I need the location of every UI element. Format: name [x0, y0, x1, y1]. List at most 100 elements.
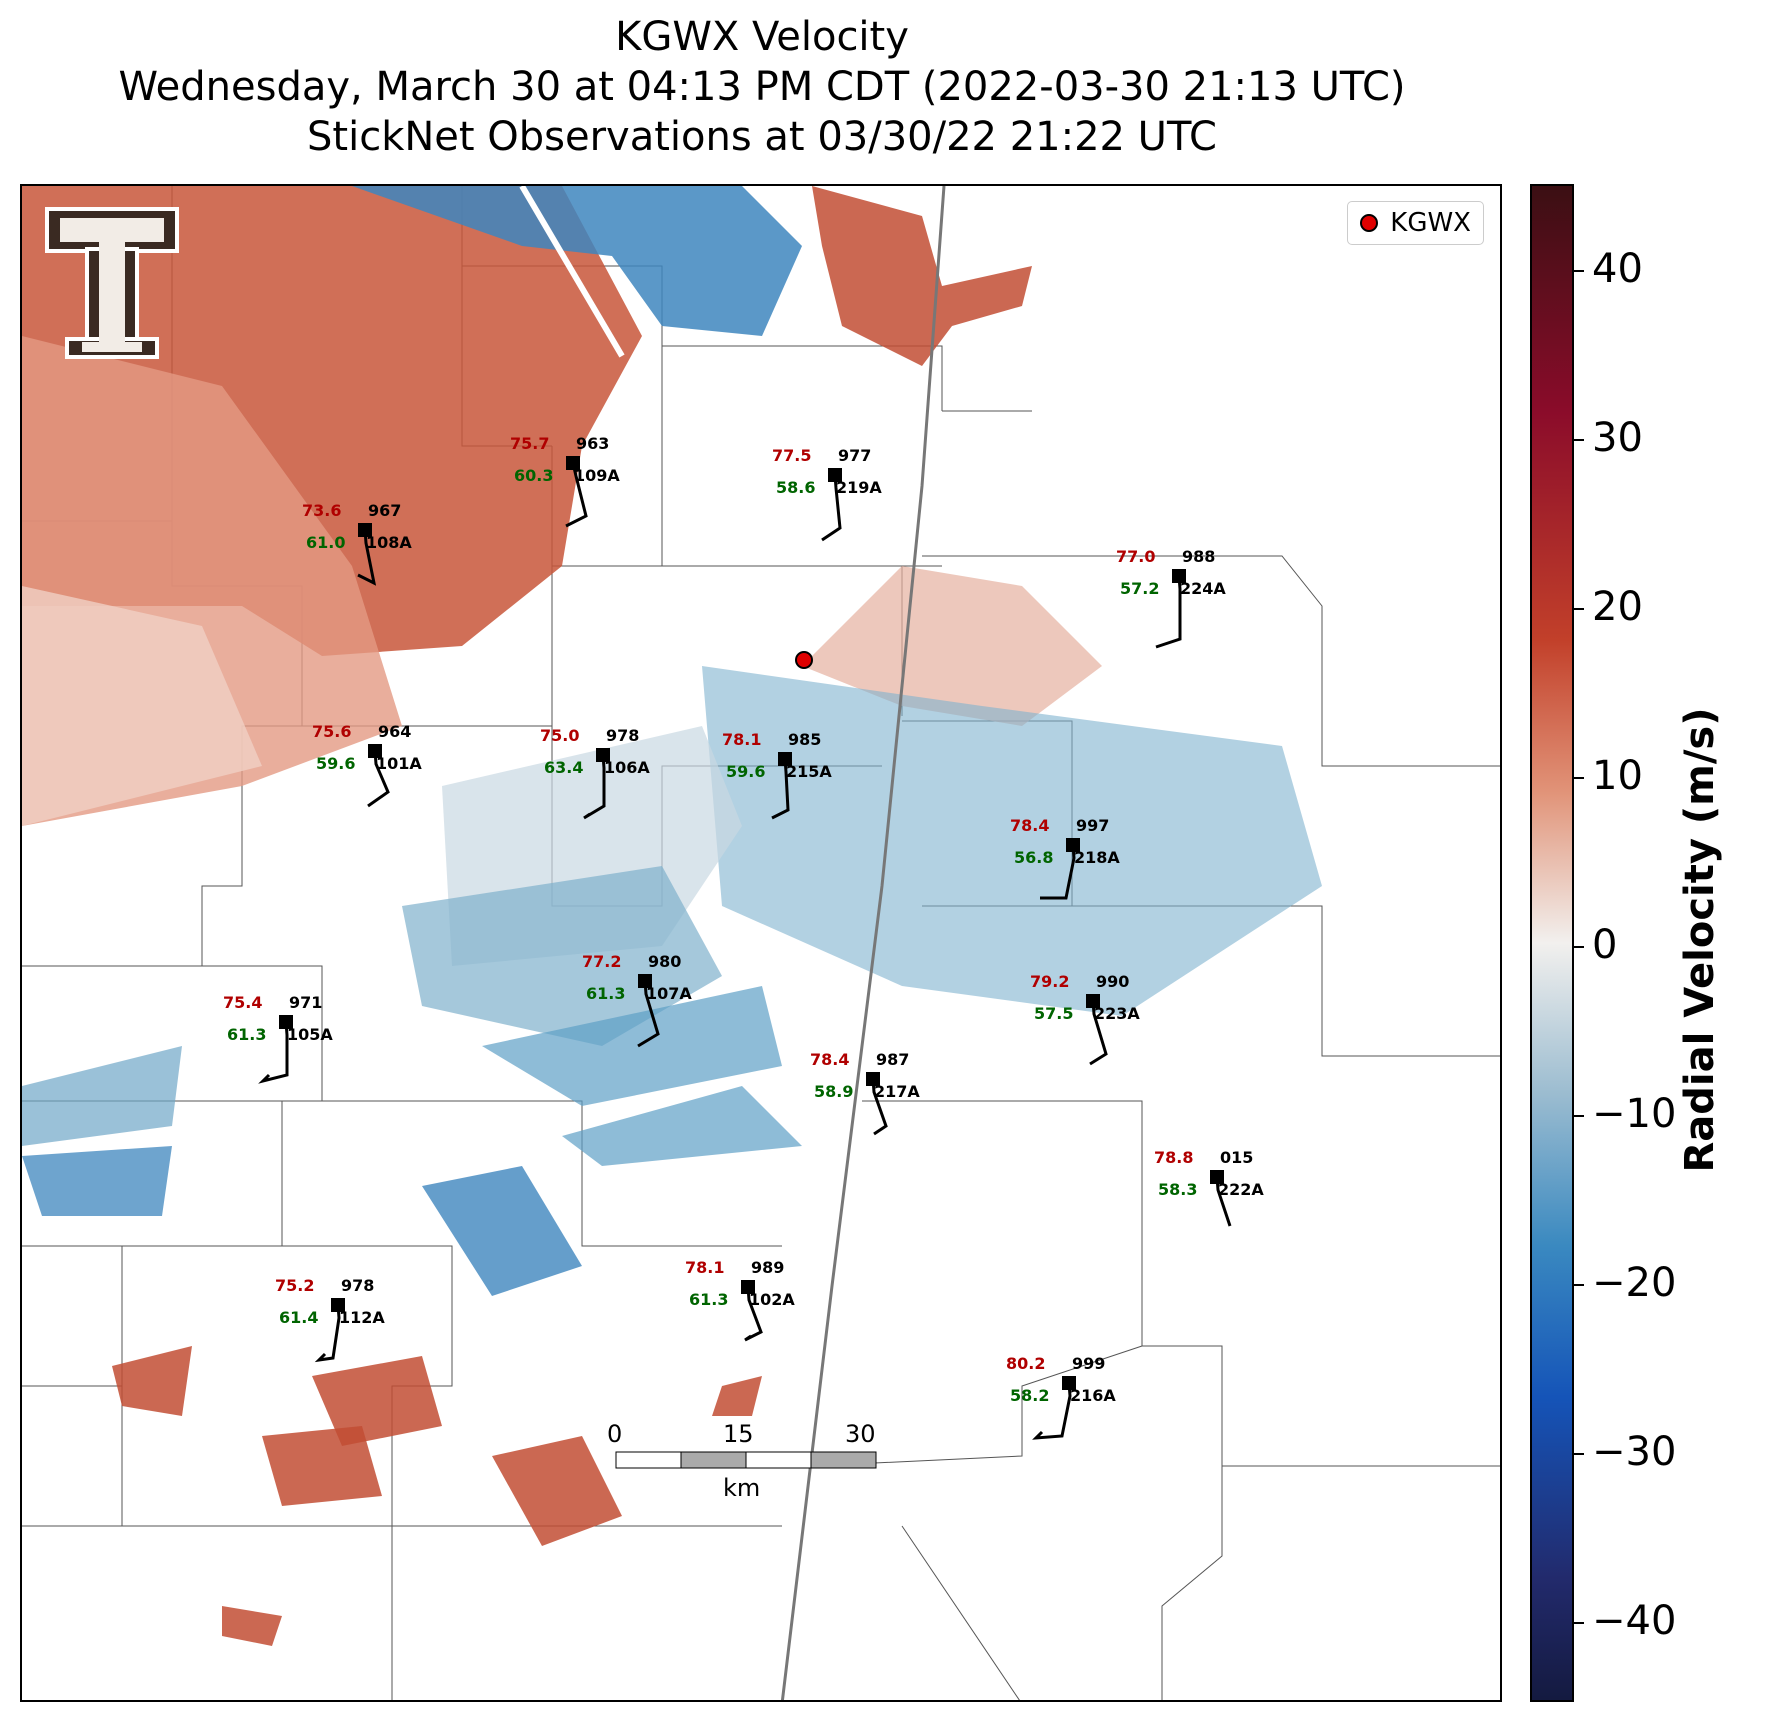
wind-barb: [871, 1078, 888, 1136]
kgwx-radar-site[interactable]: [795, 651, 813, 669]
station-temperature: 79.2: [1030, 972, 1070, 991]
colorbar-tick-label: 0: [1592, 922, 1618, 968]
velocity-echoes: [22, 186, 1322, 1646]
station-marker-icon: [1172, 569, 1186, 583]
radar-velocity-field: [22, 186, 1500, 1700]
station-dewpoint: 60.3: [514, 466, 554, 485]
colorbar-tick-label: −20: [1592, 1260, 1677, 1306]
station-marker-icon: [368, 744, 382, 758]
colorbar-tick-mark: [1574, 270, 1584, 272]
scale-bar-graphic: [615, 1451, 877, 1469]
station-id: 102A: [749, 1290, 795, 1309]
station-marker-icon: [331, 1298, 345, 1312]
station-id: 224A: [1180, 579, 1226, 598]
station-temperature: 77.0: [1116, 547, 1156, 566]
station-pressure: 999: [1072, 1354, 1106, 1373]
colorbar-title: Radial Velocity (m/s): [1677, 707, 1723, 1173]
scale-tick-0: 0: [607, 1420, 623, 1448]
station-marker-icon: [358, 523, 372, 537]
station-dewpoint: 61.4: [279, 1308, 319, 1327]
station-marker-icon: [828, 468, 842, 482]
station-pressure: 971: [289, 993, 323, 1012]
station-pressure: 978: [606, 726, 640, 745]
scale-unit: km: [723, 1474, 761, 1502]
station-temperature: 75.4: [223, 993, 263, 1012]
station-marker-icon: [1062, 1376, 1076, 1390]
station-temperature: 78.4: [810, 1050, 850, 1069]
radial-gap: [519, 186, 625, 358]
station-dewpoint: 56.8: [1014, 848, 1054, 867]
station-id: 106A: [604, 758, 650, 777]
map-legend: KGWX: [1347, 201, 1484, 245]
wind-barb: [583, 754, 606, 820]
station-temperature: 73.6: [302, 501, 342, 520]
station-temperature: 75.2: [275, 1276, 315, 1295]
station-id: 218A: [1074, 848, 1120, 867]
colorbar-tick-mark: [1574, 439, 1584, 441]
station-temperature: 75.7: [510, 434, 550, 453]
highway-line: [780, 186, 946, 1700]
station-id: 107A: [646, 984, 692, 1003]
colorbar-tick-mark: [1574, 777, 1584, 779]
wind-barb: [744, 1286, 763, 1342]
station-dewpoint: 58.9: [814, 1082, 854, 1101]
title-line-3: StickNet Observations at 03/30/22 21:22 …: [307, 114, 1217, 160]
station-marker-icon: [1210, 1170, 1224, 1184]
station-pressure: 985: [788, 730, 822, 749]
title-line-1: KGWX Velocity: [615, 14, 909, 60]
legend-label: KGWX: [1390, 208, 1471, 238]
station-id: 216A: [1070, 1386, 1116, 1405]
title-line-2: Wednesday, March 30 at 04:13 PM CDT (202…: [118, 64, 1406, 110]
station-pressure: 967: [368, 501, 402, 520]
station-id: 217A: [874, 1082, 920, 1101]
station-marker-icon: [638, 974, 652, 988]
radar-map[interactable]: KGWX 75.7 963 60.3 109A 73.6 967 61.0 108A 77.5 9…: [20, 184, 1502, 1702]
station-pressure: 990: [1096, 972, 1130, 991]
station-dewpoint: 61.0: [306, 533, 346, 552]
station-dewpoint: 57.5: [1034, 1004, 1074, 1023]
station-pressure: 980: [648, 952, 682, 971]
station-id: 109A: [574, 466, 620, 485]
station-marker-icon: [866, 1072, 880, 1086]
station-id: 215A: [786, 762, 832, 781]
station-temperature: 77.5: [772, 446, 812, 465]
colorbar-tick-mark: [1574, 608, 1584, 610]
colorbar-tick-label: 20: [1592, 584, 1643, 630]
station-pressure: 987: [876, 1050, 910, 1069]
station-temperature: 78.8: [1154, 1148, 1194, 1167]
colorbar-tick-label: 10: [1592, 753, 1643, 799]
station-dewpoint: 61.3: [227, 1025, 267, 1044]
station-temperature: 78.4: [1010, 816, 1050, 835]
station-marker-icon: [566, 456, 580, 470]
texas-tech-logo: [42, 204, 182, 368]
station-temperature: 75.6: [312, 722, 352, 741]
station-temperature: 77.2: [582, 952, 622, 971]
scale-bar: 0 15 30 km: [607, 1420, 877, 1502]
station-dewpoint: 61.3: [586, 984, 626, 1003]
colorbar-tick-mark: [1574, 1284, 1584, 1286]
wind-barb: [258, 1021, 289, 1084]
wind-barb: [314, 1304, 341, 1363]
station-dewpoint: 59.6: [316, 754, 356, 773]
colorbar-tick-label: −10: [1592, 1091, 1677, 1137]
station-id: 219A: [836, 478, 882, 497]
station-marker-icon: [1086, 994, 1100, 1008]
station-pressure: 963: [576, 434, 610, 453]
station-id: 101A: [376, 754, 422, 773]
station-id: 222A: [1218, 1180, 1264, 1199]
colorbar-tick-label: 30: [1592, 415, 1643, 461]
station-marker-icon: [741, 1280, 755, 1294]
station-pressure: 988: [1182, 547, 1216, 566]
station-temperature: 75.0: [540, 726, 580, 745]
scale-tick-15: 15: [723, 1420, 754, 1448]
station-id: 223A: [1094, 1004, 1140, 1023]
station-marker-icon: [778, 752, 792, 766]
colorbar-tick-label: −30: [1592, 1429, 1677, 1475]
station-temperature: 78.1: [722, 730, 762, 749]
station-dewpoint: 57.2: [1120, 579, 1160, 598]
radar-site-marker-icon: [1360, 214, 1379, 232]
station-id: 105A: [287, 1025, 333, 1044]
station-marker-icon: [279, 1015, 293, 1029]
station-dewpoint: 58.2: [1010, 1386, 1050, 1405]
station-dewpoint: 59.6: [726, 762, 766, 781]
